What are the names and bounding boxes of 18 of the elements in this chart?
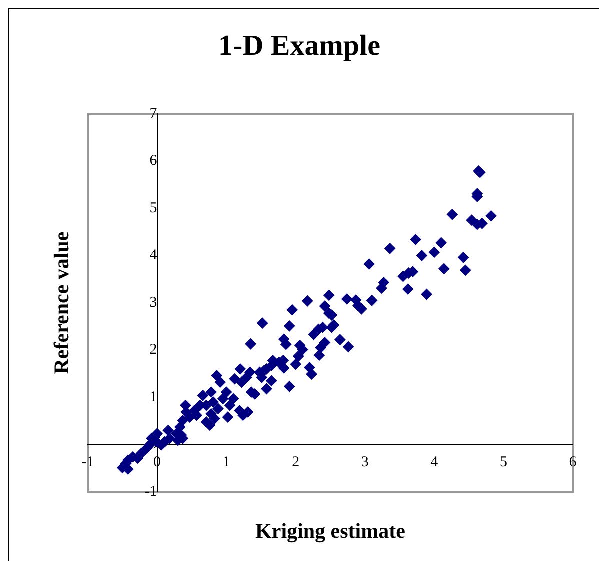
x-axis-title: Kriging estimate: [254, 519, 406, 544]
x-tick-label: 3: [361, 454, 369, 471]
y-tick-label: 7: [150, 106, 158, 122]
x-tick-label: 1: [222, 454, 230, 471]
y-tick-label: 4: [150, 248, 158, 264]
x-tick-label: 2: [292, 454, 300, 471]
y-axis-title: Reference value: [50, 232, 74, 374]
y-tick-label: -1: [144, 484, 158, 500]
y-tick-label: 2: [150, 342, 158, 358]
y-tick-label: 3: [150, 294, 158, 311]
x-tick-label: 5: [500, 454, 508, 471]
y-tick-label: 6: [150, 153, 158, 170]
x-tick-label: 6: [569, 454, 578, 471]
y-tick-label: 5: [150, 200, 158, 216]
y-tick-label: 1: [150, 389, 158, 406]
x-tick-label: 4: [430, 454, 439, 471]
x-tick-label: -1: [82, 454, 94, 471]
chart-title: 1-D Example: [218, 30, 382, 63]
